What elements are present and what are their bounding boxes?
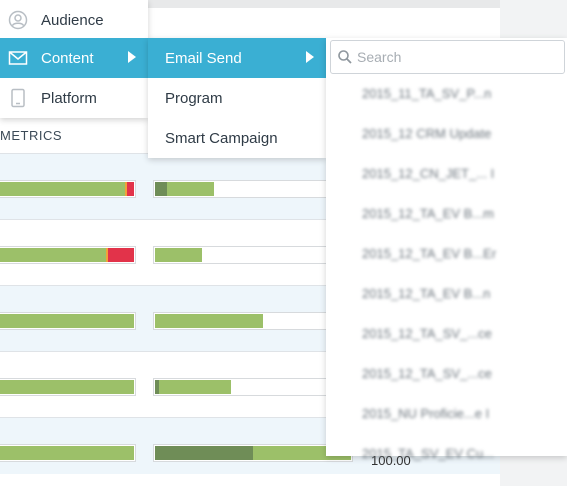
- email-list-item[interactable]: 2015_12 CRM Update: [362, 126, 492, 141]
- content-submenu: Email Send Program Smart Campaign: [148, 38, 326, 158]
- email-list-item[interactable]: 2015_12_TA_EV B...m: [362, 206, 495, 221]
- bottom-scroll-area: [0, 474, 500, 486]
- menu-item-label: Platform: [41, 89, 97, 107]
- bar-fill: [167, 182, 214, 196]
- menu-item-label: Content: [41, 49, 94, 67]
- bar-error-segment: [127, 182, 134, 196]
- submenu-item-label: Program: [165, 89, 223, 107]
- main-menu: Audience Content Platform: [0, 0, 148, 118]
- email-send-panel: 2015_11_TA_SV_P...n 2015_12 CRM Update 201…: [326, 38, 567, 461]
- person-circle-icon: [8, 10, 28, 30]
- tablet-icon: [8, 88, 28, 108]
- email-list-item[interactable]: 2015_12_TA_EV B...Er: [362, 246, 497, 261]
- submenu-item-email-send[interactable]: Email Send: [148, 38, 326, 78]
- envelope-icon: [8, 48, 28, 68]
- bar-fill: [0, 248, 106, 262]
- metric-bar-primary: [0, 378, 136, 396]
- metric-row: [0, 352, 500, 418]
- bar-fill-dark: [155, 446, 253, 460]
- email-list-item[interactable]: 2015_12_TA_SV_...ce: [362, 366, 492, 381]
- bar-fill: [155, 314, 263, 328]
- metrics-header-label: METRICS: [0, 128, 62, 143]
- email-list-item[interactable]: 2015_12_TA_SV_...ce: [362, 326, 492, 341]
- metric-bar-secondary: [153, 444, 353, 462]
- metric-row: 100.00: [0, 418, 500, 484]
- chevron-right-icon: [128, 51, 136, 63]
- bar-fill: [0, 380, 134, 394]
- bar-fill-dark: [155, 182, 167, 196]
- metric-bar-secondary: [153, 180, 353, 198]
- submenu-item-smart-campaign[interactable]: Smart Campaign: [148, 118, 326, 158]
- metric-bar-primary: [0, 444, 136, 462]
- bar-error-segment: [108, 248, 134, 262]
- bar-fill: [0, 314, 134, 328]
- email-list-item[interactable]: 2015_11_TA_SV_P...n: [362, 86, 492, 101]
- menu-item-audience[interactable]: Audience: [0, 0, 148, 40]
- chevron-right-icon: [306, 51, 314, 63]
- bar-fill: [159, 380, 231, 394]
- menu-item-label: Audience: [41, 11, 104, 29]
- email-list-item[interactable]: 2015_TA_SV_EV Cu...: [362, 446, 495, 461]
- metric-row: [0, 220, 500, 286]
- email-list-item[interactable]: 2015_12_CN_JET_... I: [362, 166, 495, 181]
- submenu-item-label: Smart Campaign: [165, 129, 278, 147]
- metric-value: 100.00: [371, 453, 411, 468]
- bar-fill-dark: [155, 380, 159, 394]
- top-divider: [0, 0, 500, 8]
- metric-bar-secondary: [153, 246, 353, 264]
- metric-bar-primary: [0, 180, 136, 198]
- search-box: [330, 40, 565, 74]
- bar-fill: [0, 446, 134, 460]
- submenu-item-program[interactable]: Program: [148, 78, 326, 118]
- metric-bar-secondary: [153, 312, 353, 330]
- metric-bar-primary: [0, 246, 136, 264]
- bar-warning-segment: [125, 182, 127, 196]
- email-list-item[interactable]: 2015_12_TA_EV B...n: [362, 286, 491, 301]
- menu-item-content[interactable]: Content: [0, 38, 148, 78]
- bar-fill: [155, 248, 202, 262]
- submenu-item-label: Email Send: [165, 49, 242, 67]
- bar-warning-segment: [106, 248, 108, 262]
- search-icon: [337, 49, 353, 65]
- menu-item-platform[interactable]: Platform: [0, 78, 148, 118]
- metric-bar-primary: [0, 312, 136, 330]
- email-list-item[interactable]: 2015_NU Proficie...e I: [362, 406, 490, 421]
- metric-bar-secondary: [153, 378, 353, 396]
- bar-fill: [0, 182, 125, 196]
- search-input[interactable]: [357, 47, 557, 67]
